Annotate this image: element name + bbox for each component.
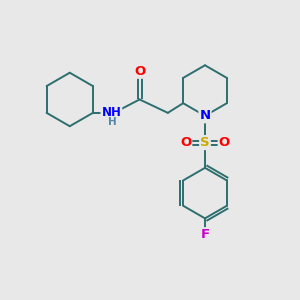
Text: H: H bbox=[109, 117, 117, 128]
Text: F: F bbox=[200, 228, 209, 241]
Text: N: N bbox=[200, 109, 211, 122]
Text: O: O bbox=[180, 136, 191, 149]
Text: O: O bbox=[134, 65, 145, 78]
Text: S: S bbox=[200, 136, 210, 149]
Text: NH: NH bbox=[101, 106, 121, 119]
Text: O: O bbox=[219, 136, 230, 149]
